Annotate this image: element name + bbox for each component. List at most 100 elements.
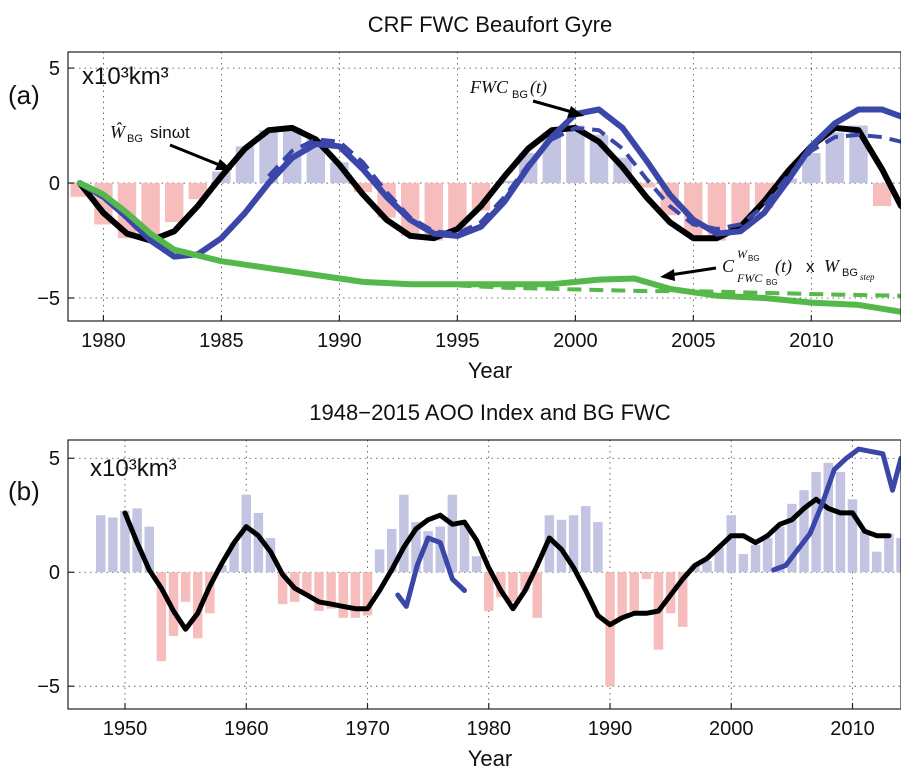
bar bbox=[823, 462, 833, 573]
bar bbox=[762, 538, 773, 573]
bar bbox=[164, 183, 184, 223]
panel-b-xlabel: Year bbox=[468, 746, 512, 771]
panel-a-unit: x10³km³ bbox=[82, 63, 169, 90]
x-tick-label: 1985 bbox=[199, 330, 244, 352]
bar bbox=[520, 572, 530, 591]
crf-annotation-sup: W bbox=[737, 247, 748, 261]
x-tick-label: 1980 bbox=[81, 330, 126, 352]
bar bbox=[471, 556, 482, 573]
panel-b-label: (b) bbox=[8, 476, 40, 506]
crf-annotation-times: x bbox=[806, 257, 815, 276]
bar bbox=[568, 515, 579, 573]
bar bbox=[353, 183, 373, 193]
bar bbox=[702, 560, 712, 573]
x-tick-label: 2005 bbox=[671, 330, 716, 352]
panel-a-label: (a) bbox=[8, 80, 40, 110]
bar bbox=[835, 471, 846, 573]
series-line bbox=[267, 125, 901, 236]
bar bbox=[641, 572, 652, 580]
series-line bbox=[76, 180, 901, 315]
panel-b-lines bbox=[122, 446, 901, 632]
bar bbox=[447, 494, 458, 573]
bar bbox=[750, 544, 761, 573]
panel-b-title: 1948−2015 AOO Index and BG FWC bbox=[309, 400, 670, 425]
x-tick-label: 2010 bbox=[830, 718, 875, 740]
fwc-arrow-head bbox=[567, 106, 584, 118]
y-tick-label: 5 bbox=[49, 448, 60, 470]
bar bbox=[156, 572, 167, 662]
bar bbox=[581, 506, 591, 573]
x-tick-label: 1950 bbox=[103, 718, 148, 740]
panel-a: CRF FWC Beaufort Gyre 1980 1985 1990 1995 20… bbox=[8, 12, 901, 383]
series-line bbox=[122, 496, 892, 632]
bar bbox=[120, 510, 130, 573]
bar bbox=[411, 522, 421, 573]
bar bbox=[424, 183, 443, 241]
bar bbox=[714, 547, 724, 573]
panel-a-frame bbox=[67, 51, 901, 322]
crf-annotation-w-sub: BG bbox=[842, 267, 858, 279]
crf-arrow-line bbox=[669, 266, 717, 277]
x-tick-label: 1980 bbox=[466, 718, 511, 740]
bar bbox=[508, 572, 518, 602]
bar bbox=[387, 528, 397, 573]
crf-annotation-arg: (t) bbox=[775, 256, 792, 277]
crf-annotation-c: C bbox=[722, 256, 735, 276]
bar bbox=[399, 494, 409, 573]
y-tick-label: 0 bbox=[49, 562, 60, 584]
bar bbox=[593, 522, 603, 573]
bar bbox=[678, 572, 688, 627]
bar bbox=[338, 572, 348, 618]
bar bbox=[566, 125, 585, 184]
bar bbox=[859, 531, 870, 573]
bar bbox=[144, 526, 154, 573]
y-tick-label: 5 bbox=[49, 58, 60, 80]
crf-annotation-subscript: FWC bbox=[736, 271, 763, 285]
bar bbox=[738, 553, 749, 573]
crf-annotation: C W BG FWC BG (t) x W BG step bbox=[660, 247, 875, 287]
series-line bbox=[395, 535, 467, 609]
bar bbox=[495, 180, 514, 184]
sine-annotation-hat: Ŵ bbox=[110, 121, 127, 142]
bar bbox=[629, 572, 639, 611]
bar bbox=[253, 512, 264, 573]
bar bbox=[217, 565, 227, 573]
bar bbox=[96, 515, 106, 573]
x-tick-label: 1970 bbox=[345, 718, 390, 740]
x-tick-label: 1995 bbox=[435, 330, 480, 352]
bar bbox=[314, 572, 324, 611]
bar bbox=[896, 538, 901, 573]
bar bbox=[726, 515, 736, 573]
bar bbox=[484, 572, 494, 611]
bar bbox=[306, 139, 325, 184]
bar bbox=[423, 531, 433, 573]
bar bbox=[802, 153, 821, 184]
bar bbox=[205, 572, 215, 614]
panel-b: 1948−2015 AOO Index and BG FWC 1950 1960 1… bbox=[8, 400, 901, 771]
x-tick-label: 1990 bbox=[317, 330, 362, 352]
bar bbox=[277, 572, 288, 605]
bar bbox=[605, 572, 615, 687]
bar bbox=[872, 551, 882, 573]
bar bbox=[108, 517, 118, 573]
bar bbox=[787, 503, 797, 573]
bar bbox=[141, 183, 160, 239]
bar bbox=[775, 526, 785, 573]
series-line bbox=[76, 124, 901, 244]
series-line bbox=[771, 446, 901, 573]
sine-annotation: Ŵ BG sinωt bbox=[110, 121, 232, 170]
bar bbox=[459, 524, 470, 573]
series-line bbox=[76, 106, 901, 260]
bar bbox=[799, 490, 809, 573]
bar bbox=[825, 132, 845, 184]
bar bbox=[636, 183, 656, 188]
y-tick-label: 0 bbox=[49, 173, 60, 195]
panel-b-frame bbox=[67, 439, 901, 710]
bar bbox=[496, 572, 506, 598]
fwc-annotation-sub: BG bbox=[512, 89, 528, 101]
bar bbox=[168, 572, 179, 637]
bar bbox=[374, 549, 385, 573]
bar bbox=[847, 499, 858, 573]
y-tick-label: −5 bbox=[37, 676, 60, 698]
